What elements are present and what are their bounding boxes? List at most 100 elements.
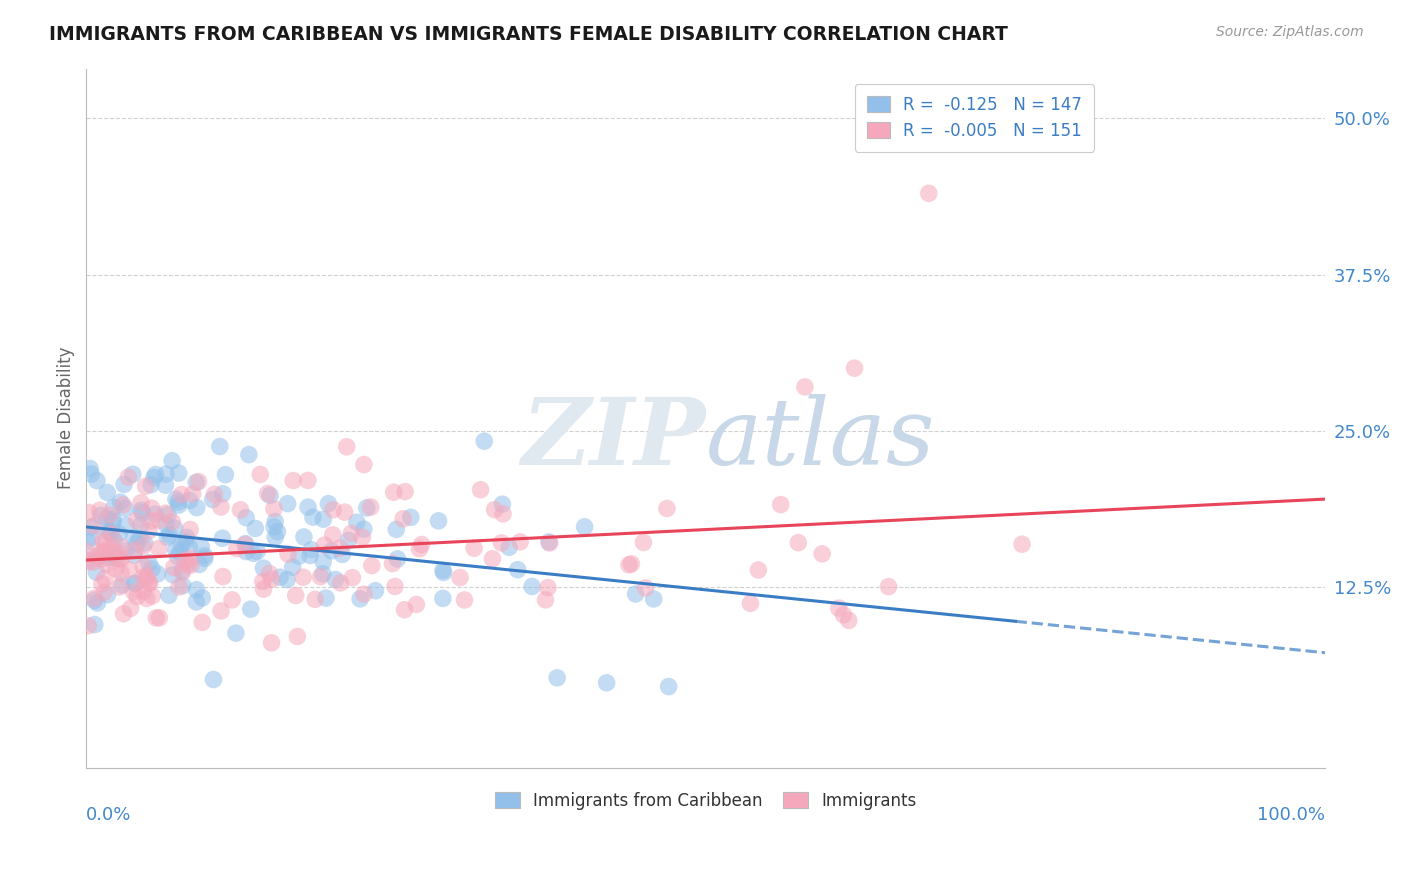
Point [304,592,326,607]
Point [103,512,125,526]
Point [225,541,247,556]
Point [360,558,382,573]
Point [117,470,139,484]
Point [238,448,260,462]
Point [299,549,322,563]
Point [747,563,769,577]
Point [101,515,124,529]
Point [546,671,568,685]
Point [135,572,157,586]
Point [252,561,274,575]
Point [264,515,287,529]
Point [491,536,513,550]
Point [381,557,404,571]
Point [141,589,163,603]
Point [104,551,127,566]
Point [325,573,347,587]
Point [114,501,136,516]
Point [481,551,503,566]
Point [80,520,103,534]
Point [281,560,304,574]
Point [595,675,617,690]
Point [246,544,269,558]
Point [239,602,262,616]
Point [394,484,416,499]
Point [329,575,352,590]
Point [302,510,325,524]
Point [91,543,114,558]
Point [322,528,344,542]
Point [828,601,851,615]
Point [96,512,118,526]
Point [186,595,208,609]
Point [101,541,124,556]
Point [155,467,177,482]
Point [98,544,121,558]
Text: atlas: atlas [706,394,935,484]
Point [131,506,153,520]
Point [98,526,121,541]
Point [498,541,520,555]
Point [356,500,378,515]
Point [225,626,247,640]
Point [260,636,283,650]
Point [259,566,281,581]
Point [769,498,792,512]
Point [209,500,232,514]
Point [155,478,177,492]
Point [321,544,343,558]
Point [179,551,201,566]
Point [169,545,191,559]
Text: ZIP: ZIP [522,394,706,484]
Point [125,513,148,527]
Point [336,440,359,454]
Point [364,583,387,598]
Point [259,488,281,502]
Point [148,611,170,625]
Point [76,553,98,567]
Point [349,591,371,606]
Point [156,530,179,544]
Point [385,522,408,536]
Point [84,549,107,564]
Point [83,591,105,606]
Text: 100.0%: 100.0% [1257,806,1326,824]
Point [80,467,103,482]
Point [98,508,121,523]
Point [132,584,155,599]
Point [233,538,256,552]
Point [129,518,152,533]
Point [90,508,112,523]
Point [329,541,352,555]
Point [484,502,506,516]
Point [277,497,299,511]
Point [77,506,100,520]
Point [143,507,166,521]
Point [75,544,97,558]
Point [353,522,375,536]
Point [235,510,257,524]
Legend: Immigrants from Caribbean, Immigrants: Immigrants from Caribbean, Immigrants [488,785,924,817]
Point [188,558,211,572]
Point [276,573,298,587]
Point [138,524,160,538]
Text: 0.0%: 0.0% [86,806,132,824]
Point [129,503,152,517]
Point [312,512,335,526]
Point [405,598,427,612]
Point [432,564,454,578]
Point [181,487,204,501]
Point [83,555,105,569]
Point [138,576,160,591]
Point [353,587,375,601]
Point [160,515,183,529]
Point [94,535,117,549]
Point [211,487,233,501]
Point [111,578,134,592]
Point [266,524,288,539]
Point [322,502,344,516]
Point [86,474,108,488]
Point [360,500,382,514]
Point [143,470,166,484]
Point [139,477,162,491]
